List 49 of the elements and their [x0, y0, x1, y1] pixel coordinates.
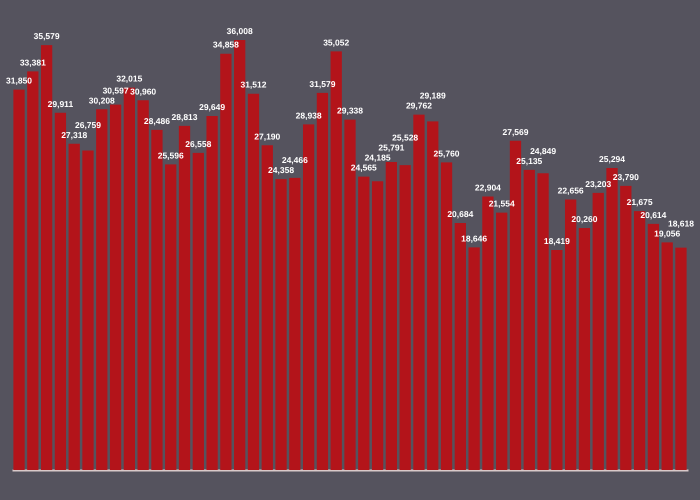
data-label: 25,294 [599, 154, 626, 164]
data-label: 29,649 [199, 102, 226, 112]
data-label: 35,579 [34, 31, 60, 42]
data-label: 31,512 [240, 80, 267, 90]
data-label: 21,554 [488, 198, 515, 209]
data-label: 24,466 [282, 155, 308, 166]
data-label: 25,135 [516, 156, 543, 166]
data-label: 18,618 [668, 218, 694, 228]
data-label: 25,528 [392, 132, 418, 143]
data-label: 35,052 [323, 37, 350, 48]
data-label: 19,056 [654, 228, 680, 238]
data-label: 25,596 [158, 150, 184, 160]
data-label: 20,260 [571, 214, 598, 224]
data-label: 23,203 [585, 178, 612, 189]
data-label: 31,850 [6, 76, 32, 86]
data-label: 29,189 [420, 90, 446, 101]
data-label: 30,208 [88, 95, 116, 106]
data-label: 26,558 [185, 138, 212, 149]
data-label: 28,486 [144, 116, 170, 126]
data-label: 22,904 [474, 182, 502, 192]
data-label: 27,318 [61, 130, 88, 140]
data-label: 29,762 [406, 100, 432, 111]
data-label: 20,614 [640, 210, 667, 220]
data-label: 29,911 [48, 98, 74, 109]
data-label: 33,381 [20, 57, 46, 68]
data-label: 18,419 [544, 236, 570, 246]
data-label: 20,684 [447, 208, 474, 219]
data-label: 29,338 [337, 106, 364, 116]
data-label: 30,960 [130, 86, 156, 96]
data-label: 24,185 [364, 152, 391, 163]
data-label: 26,759 [74, 120, 102, 130]
data-label: 23,790 [612, 172, 640, 182]
data-label: 28,938 [296, 110, 322, 120]
data-label: 24,849 [530, 146, 556, 156]
data-label: 25,791 [378, 142, 405, 153]
data-label: 24,358 [268, 165, 294, 176]
data-label: 28,813 [172, 112, 198, 122]
data-label: 27,190 [254, 131, 281, 142]
data-label: 25,760 [434, 148, 460, 158]
data-label: 18,646 [461, 233, 488, 244]
data-label: 24,565 [350, 162, 378, 173]
data-label: 21,675 [626, 197, 653, 208]
data-label: 36,008 [226, 26, 253, 36]
data-label: 31,579 [309, 78, 336, 89]
data-label: 32,015 [116, 74, 143, 84]
data-label: 22,656 [558, 185, 584, 196]
data-label: 34,858 [212, 40, 240, 50]
data-label: 27,569 [502, 126, 529, 137]
data-label: 30,597 [102, 85, 129, 96]
